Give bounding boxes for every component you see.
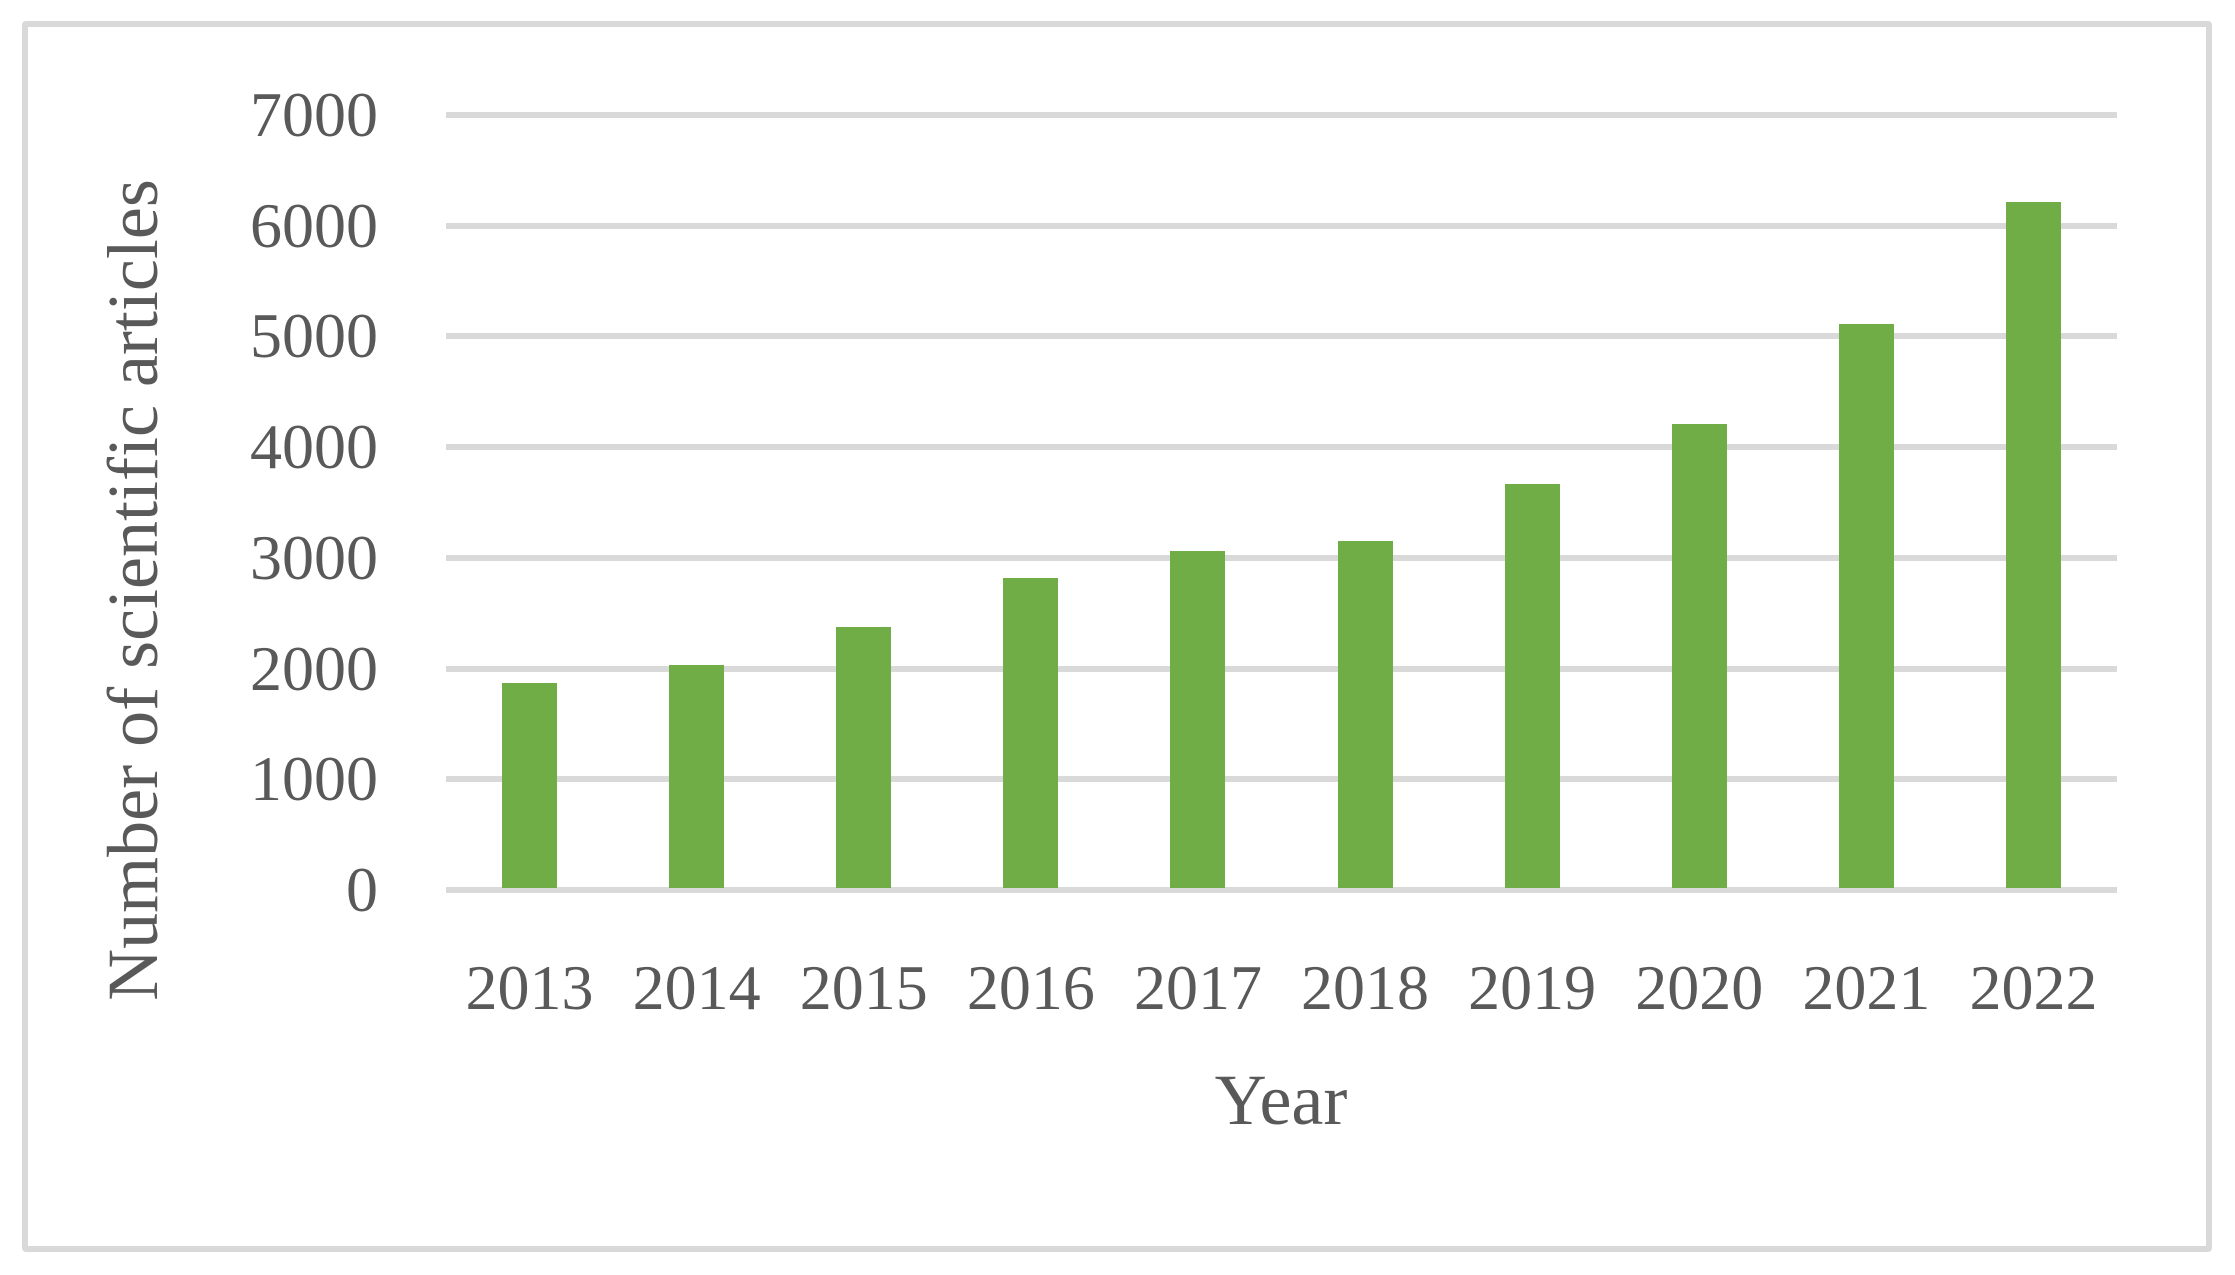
y-tick-label-6000: 6000 [250, 189, 378, 261]
x-tick-label-2020: 2020 [1635, 952, 1764, 1023]
x-tick-label-2022: 2022 [1969, 952, 2098, 1023]
gridline-7000 [446, 112, 2117, 118]
bar-2022 [2005, 201, 2061, 888]
gridline-6000 [446, 222, 2117, 229]
bar-2016 [1003, 578, 1059, 888]
x-axis-title: Year [1214, 1060, 1348, 1140]
bar-2017 [1170, 551, 1226, 888]
x-tick-label-2013: 2013 [465, 952, 594, 1023]
bar-2018 [1337, 541, 1393, 888]
x-tick-label-2016: 2016 [966, 952, 1095, 1023]
gridline-2000 [446, 665, 2117, 672]
y-tick-label-4000: 4000 [250, 411, 378, 483]
x-tick-label-2021: 2021 [1802, 952, 1931, 1023]
x-tick-label-2014: 2014 [632, 952, 761, 1023]
bar-2013 [502, 683, 558, 888]
gridline-1000 [446, 776, 2117, 783]
gridline-0 [446, 887, 2117, 893]
x-tick-label-2019: 2019 [1468, 952, 1597, 1023]
gridline-5000 [446, 333, 2117, 340]
gridline-3000 [446, 554, 2117, 561]
y-tick-label-3000: 3000 [250, 521, 378, 593]
y-tick-label-5000: 5000 [250, 300, 378, 372]
y-tick-label-2000: 2000 [250, 632, 378, 704]
bar-2019 [1504, 483, 1560, 888]
x-tick-label-2017: 2017 [1133, 952, 1262, 1023]
bar-2020 [1671, 424, 1727, 888]
y-tick-label-1000: 1000 [250, 743, 378, 815]
bar-2015 [836, 626, 892, 888]
y-tick-label-7000: 7000 [250, 79, 378, 150]
x-tick-label-2018: 2018 [1301, 952, 1430, 1023]
bar-2021 [1838, 324, 1894, 888]
gridline-4000 [446, 444, 2117, 451]
y-axis-title: Number of scientific articles [93, 179, 173, 1001]
y-tick-label-0: 0 [346, 854, 378, 925]
x-tick-label-2015: 2015 [799, 952, 928, 1023]
bar-2014 [669, 665, 725, 888]
